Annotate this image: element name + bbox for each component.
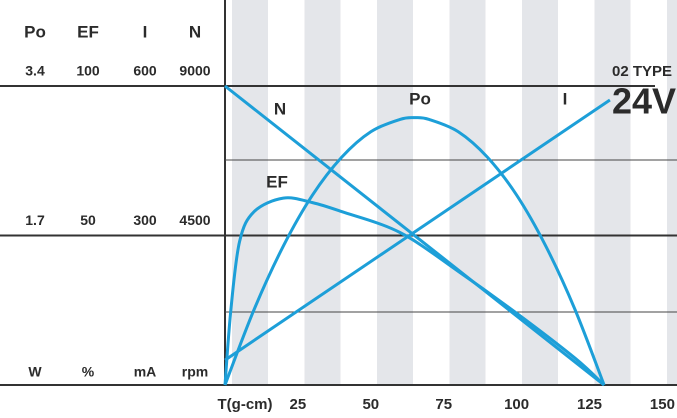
x-tick-label: 100 [504, 396, 529, 413]
type-label: 02 TYPE [612, 63, 672, 80]
column-header: I [143, 22, 148, 41]
unit-label: % [82, 364, 95, 380]
x-axis-label: T(g-cm) [218, 396, 273, 413]
unit-label: rpm [182, 364, 208, 380]
stripe [232, 0, 268, 385]
x-tick-label: 75 [435, 396, 452, 413]
column-header: EF [77, 22, 99, 41]
curve [224, 84, 606, 387]
stripe [449, 0, 486, 385]
y-tick-label: 600 [133, 63, 157, 79]
y-tick-label: 9000 [179, 63, 210, 79]
stripe [304, 0, 341, 385]
y-tick-label: 100 [76, 63, 100, 79]
voltage-label: 24V [612, 81, 676, 122]
curve-label: Po [409, 89, 431, 108]
y-tick-label: 4500 [179, 212, 210, 228]
stripe [522, 0, 558, 385]
x-tick-label: 25 [290, 396, 307, 413]
curve [223, 116, 606, 386]
x-tick-label: 50 [362, 396, 379, 413]
curve-label: I [563, 89, 568, 108]
curve-label: N [274, 99, 286, 118]
x-tick-label: 125 [577, 396, 602, 413]
background-stripes [232, 0, 677, 385]
y-tick-label: 3.4 [25, 63, 45, 79]
y-tick-label: 50 [80, 212, 96, 228]
curve [223, 196, 606, 387]
y-tick-label: 300 [133, 212, 157, 228]
unit-label: mA [134, 364, 157, 380]
column-header: Po [24, 22, 46, 41]
stripe [377, 0, 413, 385]
stripe [667, 0, 677, 385]
x-tick-label: 150 [650, 396, 675, 413]
curve [224, 98, 611, 362]
stripe [594, 0, 631, 385]
y-tick-label: 1.7 [25, 212, 45, 228]
column-header: N [189, 22, 201, 41]
unit-label: W [28, 364, 42, 380]
curve-label: EF [266, 172, 288, 191]
